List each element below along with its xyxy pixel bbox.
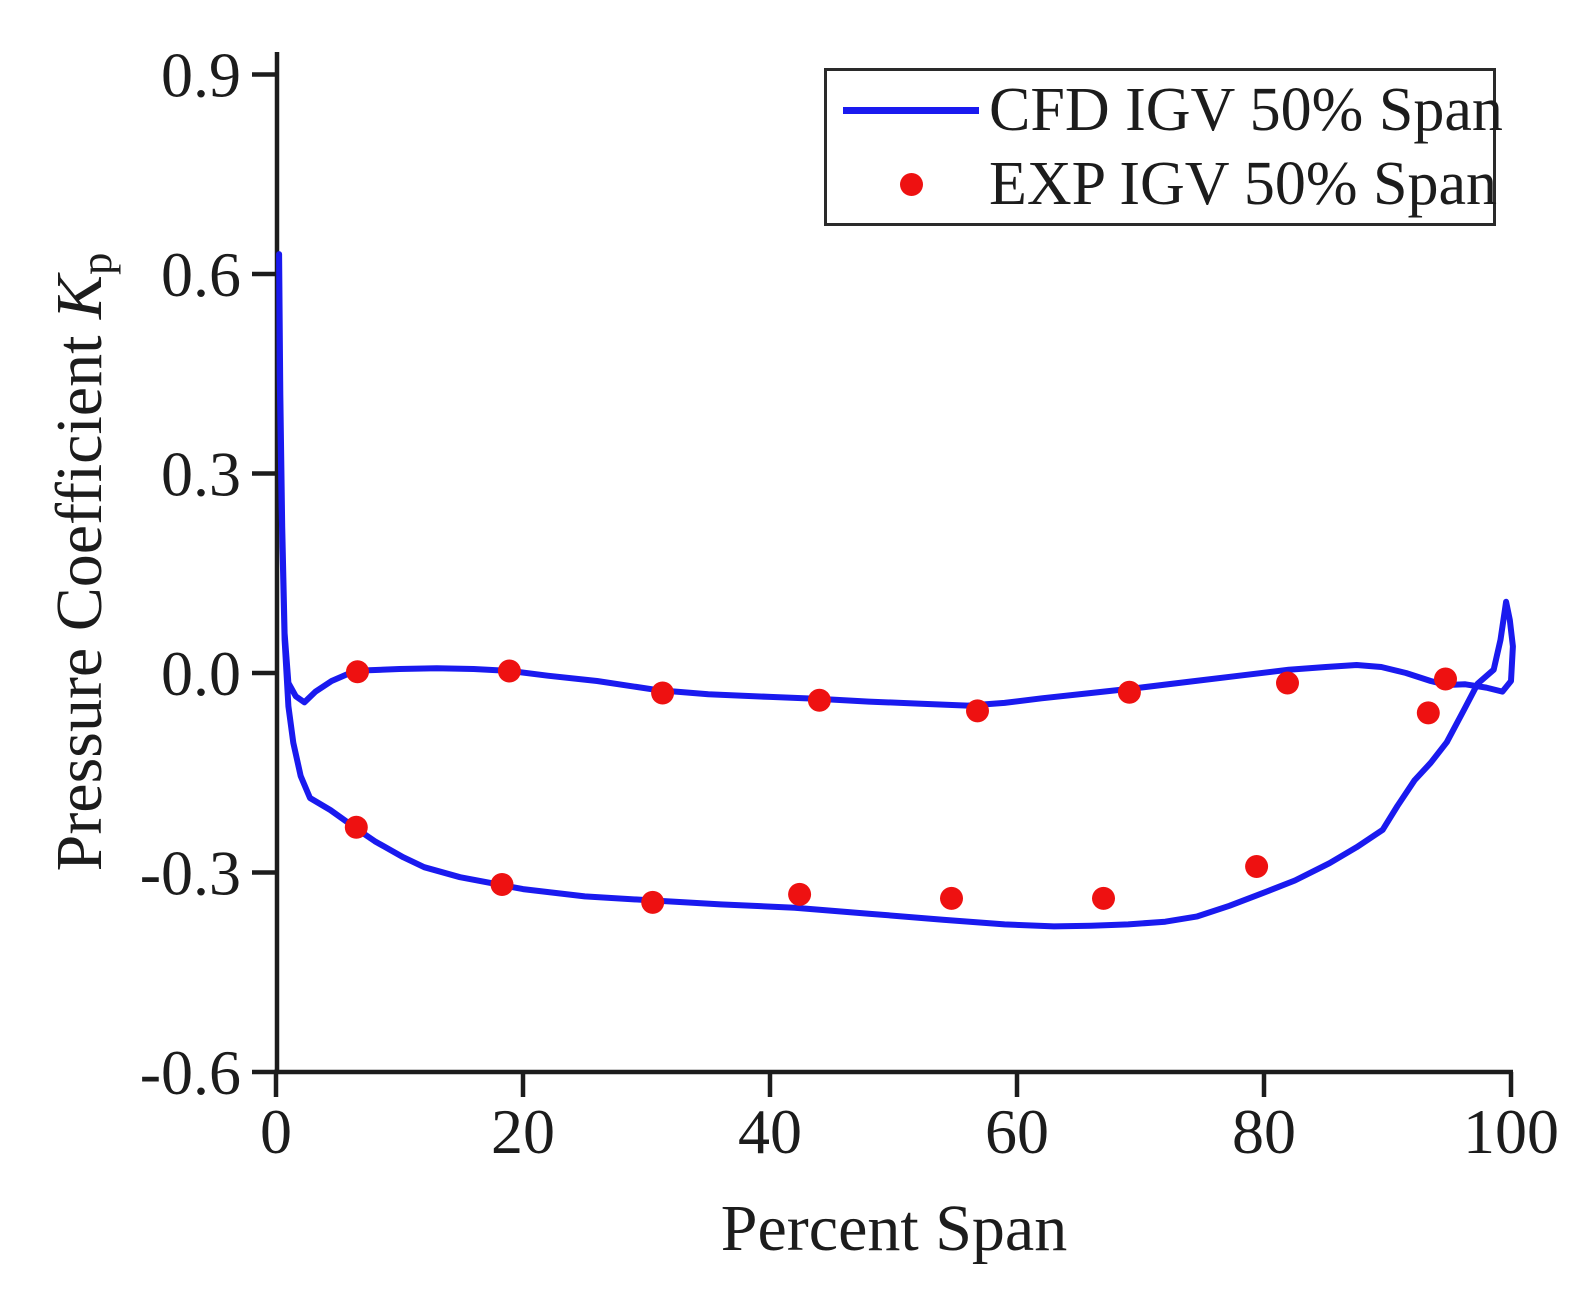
exp-point [1276, 671, 1299, 695]
y-tick-label: -0.3 [140, 838, 241, 909]
x-tick-label: 80 [1232, 1096, 1296, 1167]
y-tick-label: -0.6 [140, 1037, 241, 1108]
exp-point [346, 660, 369, 684]
cfd-line-sample-wrap [843, 106, 979, 114]
exp-dot-sample-wrap [843, 172, 979, 196]
x-tick-label: 0 [260, 1096, 292, 1167]
x-tick-label: 40 [738, 1096, 802, 1167]
y-tick-label: 0.9 [161, 40, 241, 111]
y-axis-title-symbol: K [43, 275, 116, 320]
exp-point [344, 815, 368, 839]
legend-row-cfd: CFD IGV 50% Span [843, 76, 1503, 144]
exp-point [1092, 886, 1115, 910]
cfd-line-sample [843, 106, 979, 114]
exp-point [940, 886, 963, 910]
legend-label-exp: EXP IGV 50% Span [989, 150, 1498, 218]
x-tick-label: 60 [985, 1096, 1049, 1167]
x-tick-label: 100 [1463, 1096, 1559, 1167]
y-axis-title-text: Pressure Coefficient [43, 319, 116, 872]
x-axis-title: Percent Span [720, 1192, 1068, 1265]
legend-label-cfd: CFD IGV 50% Span [989, 76, 1503, 144]
exp-point [1434, 667, 1457, 691]
y-tick-label: 0.6 [161, 239, 241, 310]
legend: CFD IGV 50% Span EXP IGV 50% Span [824, 68, 1503, 226]
y-axis-title: Pressure Coefficient Kp [43, 253, 121, 872]
exp-point [1416, 701, 1440, 725]
exp-point [966, 699, 989, 723]
exp-point [1245, 855, 1269, 878]
exp-point [641, 890, 665, 914]
x-tick-label: 20 [491, 1096, 555, 1167]
exp-point [490, 873, 514, 896]
exp-point [651, 681, 675, 705]
y-tick-label: 0.3 [161, 439, 241, 510]
y-tick-label: 0.0 [161, 638, 241, 709]
exp-point [1117, 680, 1141, 704]
y-axis-title-subscript: p [70, 252, 121, 276]
exp-dot-sample [899, 172, 923, 196]
exp-point [788, 882, 812, 906]
exp-point [807, 688, 831, 712]
cfd-curve [276, 251, 1516, 930]
legend-row-exp: EXP IGV 50% Span [843, 150, 1497, 218]
exp-point [497, 659, 521, 683]
